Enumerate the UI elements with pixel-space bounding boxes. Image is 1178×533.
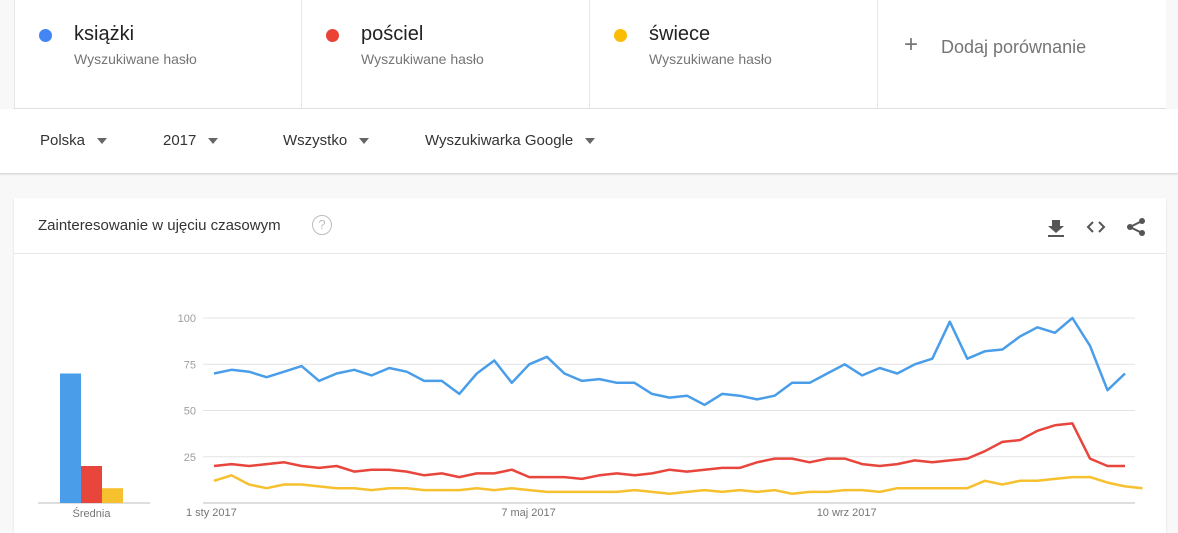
add-comparison-button[interactable]: + Dodaj porównanie — [878, 0, 1166, 108]
gridlines: 25 50 75 100 — [178, 313, 1135, 504]
comparison-terms-bar: książki Wyszukiwane hasło pościel Wyszuk… — [14, 0, 1166, 109]
term-color-dot — [39, 29, 52, 42]
y-tick-label: 25 — [184, 452, 196, 464]
interest-chart: Średnia 25 50 75 100 1 sty 2017 7 maj 2017 10… — [38, 313, 1143, 520]
average-bar-pościel[interactable] — [81, 466, 102, 503]
y-tick-label: 50 — [184, 406, 196, 418]
term-subtitle: Wyszukiwane hasło — [361, 51, 484, 67]
caret-down-icon — [585, 138, 596, 145]
caret-down-icon — [97, 138, 108, 145]
term-name: pościel — [361, 23, 424, 45]
x-axis-labels: 1 sty 2017 7 maj 2017 10 wrz 2017 — [186, 507, 877, 519]
filter-bar: Polska 2017 Wszystko Wyszukiwarka Google — [0, 109, 1178, 174]
term-card-swiece[interactable]: świece Wyszukiwane hasło — [590, 0, 878, 108]
term-subtitle: Wyszukiwane hasło — [649, 51, 772, 67]
y-tick-label: 100 — [178, 313, 196, 325]
source-value: Wyszukiwarka Google — [425, 132, 574, 149]
category-dropdown[interactable]: Wszystko — [283, 132, 370, 149]
download-icon[interactable] — [1045, 216, 1067, 238]
x-tick-label: 10 wrz 2017 — [817, 507, 877, 519]
plus-icon: + — [904, 31, 919, 58]
category-value: Wszystko — [283, 132, 348, 149]
card-title: Zainteresowanie w ujęciu czasowym — [38, 217, 281, 234]
x-tick-label: 7 maj 2017 — [501, 507, 555, 519]
average-label: Średnia — [73, 507, 112, 520]
interest-over-time-card: Zainteresowanie w ujęciu czasowym ? Śred… — [14, 198, 1166, 533]
share-icon[interactable] — [1125, 216, 1147, 238]
caret-down-icon — [359, 138, 370, 145]
period-value: 2017 — [163, 132, 197, 149]
term-name: książki — [74, 23, 135, 45]
region-dropdown[interactable]: Polska — [40, 132, 108, 149]
help-icon[interactable]: ? — [312, 215, 332, 235]
series-line-pościel[interactable] — [213, 422, 1125, 481]
term-subtitle: Wyszukiwane hasło — [74, 51, 197, 67]
y-tick-label: 75 — [184, 359, 196, 371]
series-line-książki[interactable] — [213, 316, 1126, 407]
term-color-dot — [326, 29, 339, 42]
x-tick-label: 1 sty 2017 — [186, 507, 237, 519]
series-lines — [213, 316, 1143, 496]
embed-icon[interactable] — [1085, 216, 1107, 238]
term-card-posciel[interactable]: pościel Wyszukiwane hasło — [302, 0, 590, 108]
series-line-świece[interactable] — [213, 474, 1143, 496]
source-dropdown[interactable]: Wyszukiwarka Google — [425, 132, 596, 149]
term-color-dot — [614, 29, 627, 42]
average-bars: Średnia — [38, 373, 150, 520]
term-name: świece — [649, 23, 711, 45]
average-bar-świece[interactable] — [102, 488, 123, 503]
add-comparison-label: Dodaj porównanie — [941, 37, 1087, 57]
card-divider — [14, 253, 1166, 254]
period-dropdown[interactable]: 2017 — [163, 132, 219, 149]
caret-down-icon — [208, 138, 219, 145]
term-card-ksiazki[interactable]: książki Wyszukiwane hasło — [14, 0, 302, 108]
region-value: Polska — [40, 132, 86, 149]
average-bar-książki[interactable] — [60, 373, 81, 504]
